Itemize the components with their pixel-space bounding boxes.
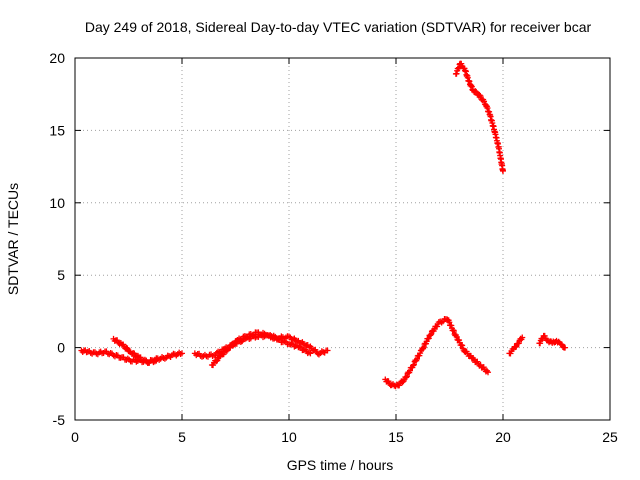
data-point <box>410 362 417 369</box>
data-point <box>267 332 274 339</box>
y-tick-label: 20 <box>49 50 65 66</box>
x-tick-label: 20 <box>495 429 511 445</box>
data-point <box>220 351 227 358</box>
series-segment-2a <box>191 331 331 360</box>
y-axis-label: SDTVAR / TECUs <box>5 183 21 295</box>
data-point <box>124 345 131 352</box>
data-point <box>428 331 435 338</box>
data-point <box>438 319 445 326</box>
data-point <box>403 373 410 380</box>
data-point <box>403 374 410 381</box>
data-point <box>476 92 483 99</box>
data-point <box>324 347 331 354</box>
chart-title: Day 249 of 2018, Sidereal Day-to-day VTE… <box>85 19 592 35</box>
data-point <box>485 369 492 376</box>
x-tick-label: 5 <box>178 429 186 445</box>
data-point <box>450 327 457 334</box>
data-point <box>123 344 130 351</box>
series-segment-2b <box>208 329 314 369</box>
y-tick-label: 0 <box>57 340 65 356</box>
data-point <box>179 350 185 357</box>
series-segment-6 <box>536 332 569 351</box>
series-segment-5 <box>506 334 526 357</box>
data-point <box>513 343 520 350</box>
data-point <box>214 357 221 364</box>
data-point <box>385 378 392 385</box>
x-tick-label: 15 <box>388 429 404 445</box>
data-point <box>271 335 278 342</box>
data-point <box>481 98 488 105</box>
data-point <box>230 341 237 348</box>
series-segment-3 <box>382 315 492 390</box>
y-tick-label: 15 <box>49 122 65 138</box>
data-point <box>446 319 453 326</box>
data-point <box>399 379 406 386</box>
data-point <box>500 167 506 174</box>
data-point <box>153 357 160 364</box>
data-point <box>290 336 297 343</box>
axis-ticks: 0 5 10 15 20 25 -5 0 5 10 15 20 <box>49 50 618 445</box>
data-point <box>213 358 220 365</box>
data-point <box>473 88 480 95</box>
data-point <box>453 333 460 340</box>
data-point <box>515 340 522 347</box>
data-point <box>231 340 238 347</box>
data-point <box>458 60 465 67</box>
y-tick-label: 10 <box>49 195 65 211</box>
data-points <box>78 60 569 390</box>
data-point <box>425 335 432 342</box>
data-point <box>427 332 434 339</box>
data-point <box>307 350 314 357</box>
data-point <box>286 333 292 340</box>
data-point <box>537 340 544 347</box>
data-point <box>562 344 569 351</box>
data-point <box>459 342 466 349</box>
x-tick-label: 0 <box>71 429 79 445</box>
x-axis-label: GPS time / hours <box>287 457 394 473</box>
data-point <box>420 344 427 351</box>
data-point <box>300 347 307 354</box>
data-point <box>296 343 303 350</box>
data-point <box>541 332 548 339</box>
data-point <box>519 334 526 341</box>
data-point <box>288 340 295 347</box>
data-point <box>306 349 313 356</box>
data-point <box>450 328 457 335</box>
data-point <box>448 322 455 329</box>
data-point <box>472 88 479 95</box>
data-point <box>410 361 417 368</box>
data-point <box>414 355 421 362</box>
plot-frame <box>74 57 611 421</box>
grid <box>75 58 610 420</box>
series-segment-4 <box>452 60 506 174</box>
data-point <box>407 367 414 374</box>
data-point <box>477 92 484 99</box>
y-tick-label: -5 <box>53 412 66 428</box>
series-segment-1b <box>110 335 160 366</box>
x-tick-label: 10 <box>281 429 297 445</box>
y-tick-label: 5 <box>57 267 65 283</box>
x-tick-label: 25 <box>602 429 618 445</box>
